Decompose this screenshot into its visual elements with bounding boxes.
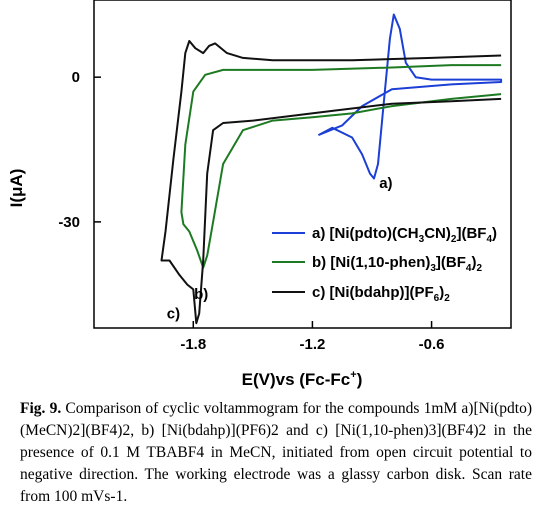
axis-ticks: -1.8 -1.2 -0.6 0 -30 bbox=[58, 69, 444, 353]
legend: a) [Ni(pdto)(CH3CN)2](BF4) b) [Ni(1,10-p… bbox=[272, 225, 497, 304]
series-line-c bbox=[160, 40, 502, 325]
series-line-b bbox=[180, 64, 502, 269]
y-axis-label: I(μA) bbox=[7, 169, 26, 208]
x-axis-label: E(V)vs (Fc-Fc+) bbox=[242, 369, 363, 389]
y-tick-label: -30 bbox=[58, 214, 80, 231]
caption-label: Fig. 9. bbox=[20, 400, 62, 417]
series-line-a bbox=[317, 13, 503, 180]
curve-annotation: a) bbox=[379, 175, 392, 192]
annotation-layer: a) b) c) bbox=[167, 175, 393, 322]
caption-text: Comparison of cyclic voltammogram for th… bbox=[20, 400, 532, 505]
curve-annotation: b) bbox=[194, 286, 208, 303]
legend-label-a: a) [Ni(pdto)(CH3CN)2](BF4) bbox=[312, 225, 497, 245]
x-tick-label: -0.6 bbox=[419, 336, 445, 353]
legend-label-b: b) [Ni(1,10-phen)3](BF4)2 bbox=[312, 254, 482, 274]
curve-annotation: c) bbox=[167, 305, 180, 322]
cv-chart: -1.8 -1.2 -0.6 0 -30 a) b) c) I(μA) E(V)vs (Fc… bbox=[7, 0, 512, 389]
x-tick-label: -1.2 bbox=[299, 336, 325, 353]
x-tick-label: -1.8 bbox=[180, 336, 206, 353]
series-layer bbox=[160, 13, 503, 325]
y-tick-label: 0 bbox=[72, 69, 80, 86]
figure-caption: Fig. 9. Comparison of cyclic voltammogra… bbox=[20, 398, 532, 508]
legend-label-c: c) [Ni(bdahp)](PF6)2 bbox=[312, 284, 450, 304]
plot-frame bbox=[93, 0, 512, 329]
